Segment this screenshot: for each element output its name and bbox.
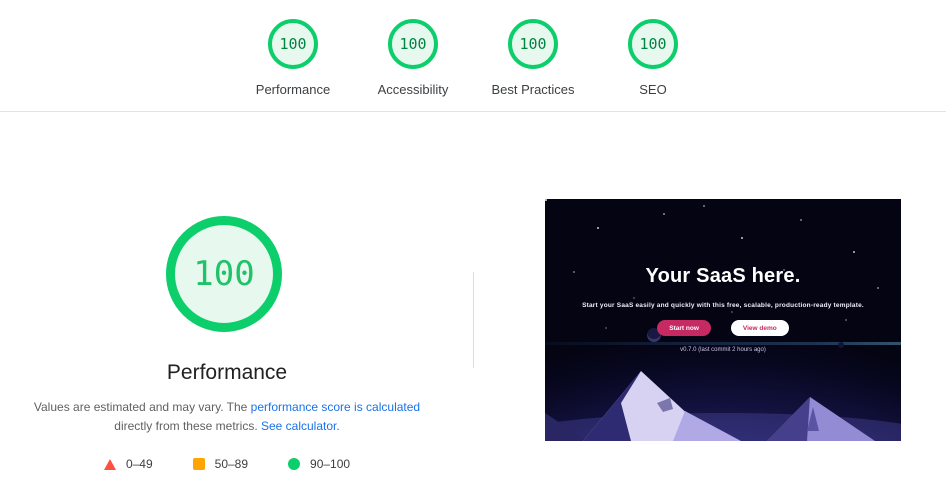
disclaimer-text-mid: directly from these metrics. (114, 419, 261, 433)
score-scale-legend: 0–49 50–89 90–100 (0, 457, 454, 471)
seo-gauge-label: SEO (639, 82, 667, 97)
screenshot-version-text: v0.7.0 (last commit 2 hours ago) (680, 347, 766, 353)
performance-section-title: Performance (166, 361, 288, 384)
average-square-icon (192, 458, 205, 470)
gauge-performance[interactable]: 100 Performance (233, 19, 353, 97)
category-gauges-header: 100 Performance 100 Accessibility 100 Be… (0, 0, 946, 112)
average-range-label: 50–89 (214, 457, 249, 471)
seo-score-gauge: 100 (628, 19, 678, 69)
performance-gauge-label: Performance (255, 82, 331, 97)
gauge-seo[interactable]: 100 SEO (593, 19, 713, 97)
screenshot-hero-heading: Your SaaS here. (645, 265, 801, 287)
mountains-illustration (545, 371, 901, 441)
fail-range-label: 0–49 (125, 457, 153, 471)
legend-pass-range: 90–100 (288, 457, 350, 471)
legend-average-range: 50–89 (192, 457, 249, 471)
performance-large-score-gauge: 100 (166, 216, 282, 332)
horizon-streak-decoration (545, 342, 901, 345)
fail-triangle-icon (103, 458, 116, 470)
score-disclaimer: Values are estimated and may vary. The p… (22, 398, 432, 436)
gauge-accessibility[interactable]: 100 Accessibility (353, 19, 473, 97)
see-calculator-link[interactable]: See calculator. (260, 419, 340, 433)
pass-range-label: 90–100 (310, 457, 351, 471)
screenshot-start-now-button: Start now (657, 320, 711, 336)
accessibility-score-gauge: 100 (388, 19, 438, 69)
vertical-divider (473, 272, 474, 368)
stars-decoration (545, 199, 547, 201)
screenshot-view-demo-button: View demo (730, 320, 789, 336)
pass-circle-icon (288, 458, 301, 470)
best-practices-gauge-label: Best Practices (491, 82, 575, 97)
page-screenshot-thumbnail: Your SaaS here. Start your SaaS easily a… (545, 199, 901, 441)
screenshot-hero-buttons: Start now View demo (545, 320, 901, 336)
score-calculation-link[interactable]: performance score is calculated (250, 400, 421, 414)
performance-score-gauge: 100 (268, 19, 318, 69)
small-planet-icon (838, 342, 844, 348)
disclaimer-text-start: Values are estimated and may vary. The (33, 400, 251, 414)
screenshot-hero-subtitle: Start your SaaS easily and quickly with … (582, 302, 864, 309)
gauge-best-practices[interactable]: 100 Best Practices (473, 19, 593, 97)
best-practices-score-gauge: 100 (508, 19, 558, 69)
legend-fail-range: 0–49 (103, 457, 153, 471)
accessibility-gauge-label: Accessibility (377, 82, 449, 97)
